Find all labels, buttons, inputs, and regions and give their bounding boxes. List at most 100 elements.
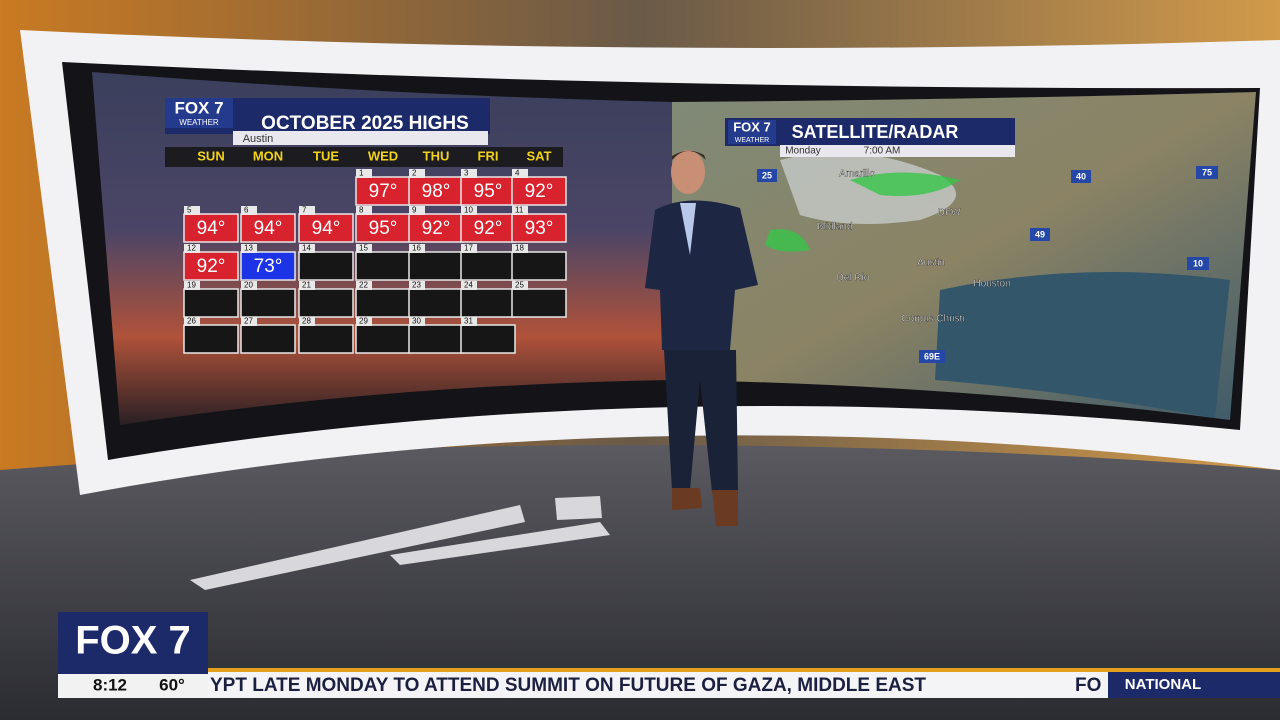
highway-label: 75 [1202,167,1212,177]
day-cell [298,324,354,354]
day-number: 24 [464,281,473,290]
day-cell [240,251,296,281]
day-number-tab [241,317,257,326]
weekday-label: SUN [197,148,224,163]
day-number: 26 [187,317,196,326]
day-number: 17 [464,244,473,253]
day-number: 31 [464,317,473,326]
day-cell [460,251,516,281]
city-label: Houston [973,279,1010,290]
presenter [645,150,758,526]
ticker-text: YPT LATE MONDAY TO ATTEND SUMMIT ON FUTU… [210,675,926,696]
day-high: 92° [525,181,554,202]
day-number-tab [184,206,200,215]
day-cell [408,251,464,281]
section-box [1108,672,1280,698]
weekday-label: MON [253,148,283,163]
clock: 8:12 [93,675,127,694]
radar-logo-sub: WEATHER [735,137,769,144]
weekday-label: TUE [313,148,339,163]
highway-label: 69E [924,351,940,361]
city-label: Del Rio [837,273,870,284]
calendar-location: Austin [243,133,274,145]
day-number: 23 [412,281,421,290]
day-cell [460,324,516,354]
ticker-logo-box [1072,672,1108,698]
floor-stripes [190,496,610,590]
highway-label: 25 [762,170,772,180]
day-cell [355,176,411,206]
day-number-tab [356,317,372,326]
highway-label: 49 [1035,229,1045,239]
weekday-bar [165,147,563,167]
calendar-grid: SUN MON TUE WED THU FRI SAT 1 97° 2 98° 3 95° 4 92° 5 94… [183,148,567,354]
station-logo: FOX 7 [75,619,191,663]
day-number-tab [299,317,315,326]
radar-logo-box [728,120,776,144]
highway-shields: 25 40 75 49 10 69E [757,166,1218,363]
radar-logo: FOX 7 [733,119,771,134]
day-number-tab [461,281,477,290]
day-number-tab [184,317,200,326]
calendar-title: OCTOBER 2025 HIGHS [261,113,469,134]
day-number-tab [184,281,200,290]
highway-shield [757,169,777,182]
day-number: 30 [412,317,421,326]
day-number: 12 [187,244,196,253]
city-labels: Amarillo DFW Midland Austin Del Rio Hous… [817,168,1010,324]
day-number-tab [356,206,372,215]
day-number-tab [409,206,425,215]
day-high: 97° [369,181,398,202]
highway-shield [1071,170,1091,183]
day-cell [298,288,354,318]
day-cell [355,213,411,243]
day-number: 6 [244,206,249,215]
day-high: 73° [254,256,283,277]
weekday-label: WED [368,148,398,163]
weekday-label: THU [423,148,450,163]
radar-time: 7:00 AM [864,146,901,157]
radar-time-bar [780,145,1015,157]
day-number: 25 [515,281,524,290]
day-number: 7 [302,206,307,215]
day-high: 94° [197,218,226,239]
presenter-shirt [680,203,696,255]
day-number-tab [409,281,425,290]
ticker-logo: FO [1075,675,1101,696]
day-number: 9 [412,206,417,215]
section-label: NATIONAL [1125,676,1201,693]
city-label: Midland [817,222,852,233]
day-number-tab [461,169,477,178]
location-bar [233,131,488,145]
calendar-logo: FOX 7 [174,98,223,117]
day-high: 92° [422,218,451,239]
weekday-label: FRI [478,148,499,163]
day-cell [355,324,411,354]
day-cell [408,324,464,354]
calendar-logo-box [165,98,233,128]
day-high: 93° [525,218,554,239]
day-number-tab [461,317,477,326]
day-cell [240,288,296,318]
day-number-tab [461,244,477,253]
highway-label: 10 [1193,258,1203,268]
highway-shield [919,350,945,363]
highway-label: 40 [1076,171,1086,181]
presenter-jacket [645,200,758,350]
day-number: 20 [244,281,253,290]
day-number: 8 [359,206,364,215]
day-cell [355,288,411,318]
highway-shield [1030,228,1050,241]
day-number-tab [184,244,200,253]
radar-title: SATELLITE/RADAR [792,122,959,142]
day-number-tab [356,169,372,178]
day-number: 29 [359,317,368,326]
day-high: 92° [197,256,226,277]
day-number-tab [512,244,528,253]
gulf-water [935,272,1230,418]
day-cell [511,288,567,318]
day-cell [511,176,567,206]
day-number: 27 [244,317,253,326]
day-number-tab [299,281,315,290]
